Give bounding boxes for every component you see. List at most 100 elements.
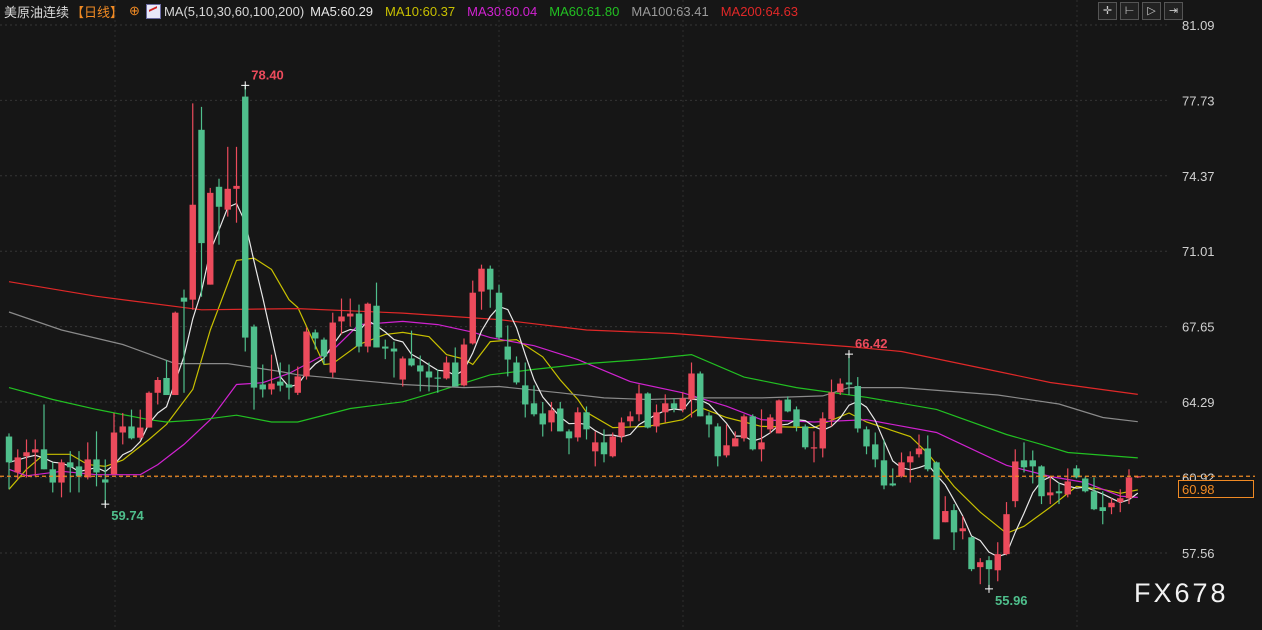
candle-body [758, 442, 765, 450]
candle-body [145, 392, 153, 428]
candle-body [294, 376, 301, 393]
candle-body [40, 449, 48, 470]
candle-body [58, 462, 65, 483]
candle-body [583, 412, 590, 430]
y-tick-label: 74.37 [1182, 169, 1215, 184]
ma30-value: MA30:60.04 [467, 3, 538, 19]
candle-body [1047, 492, 1054, 496]
candle-body [539, 413, 546, 425]
candle-body [478, 268, 485, 292]
candle-body [732, 438, 739, 447]
candle-body [1003, 514, 1010, 555]
y-tick-label: 64.29 [1182, 395, 1215, 410]
candle-body [767, 417, 774, 430]
candle-body [530, 403, 538, 415]
candle-body [102, 479, 109, 483]
candle-body [985, 560, 993, 570]
candle-body [399, 358, 406, 380]
candle-body [504, 346, 511, 360]
play-step-icon[interactable]: ▷ [1142, 2, 1161, 20]
candle-body [259, 384, 266, 390]
candle-body [854, 386, 861, 429]
ma-line-ma200 [8, 281, 1138, 395]
extreme-marker [101, 500, 110, 509]
candle-body [128, 426, 135, 439]
candle-body [635, 393, 643, 415]
candle-body [749, 416, 756, 450]
candle-body [268, 383, 275, 390]
candle-body [242, 96, 249, 338]
ma200-value: MA200:64.63 [720, 3, 799, 19]
candle-body [627, 416, 634, 422]
candle-body [250, 326, 258, 388]
candle-body [373, 305, 380, 348]
candle-body [872, 444, 879, 460]
y-tick-label: 57.56 [1182, 546, 1215, 561]
candle-body [285, 384, 293, 388]
candle-body [1038, 466, 1045, 497]
candle-body [574, 412, 581, 438]
candle-body [382, 346, 389, 349]
candle-body [180, 297, 188, 302]
candle-body [898, 462, 905, 477]
candle-body [137, 427, 144, 438]
candle-body [714, 426, 721, 457]
candle-body [233, 185, 240, 189]
candle-body [513, 362, 520, 383]
ma-params[interactable]: MA(5,10,30,60,100,200) [163, 3, 305, 19]
candle-body [837, 383, 844, 393]
period-label[interactable]: 【日线】 [71, 4, 124, 20]
candle-body [1090, 491, 1098, 510]
zoom-range-icon[interactable]: ⊢ [1120, 2, 1139, 20]
candle-body [1020, 460, 1028, 468]
candle-body [198, 129, 205, 244]
candle-body [338, 316, 345, 322]
candle-body [347, 313, 354, 317]
candle-body [1108, 502, 1115, 508]
candle-body [434, 377, 441, 379]
crosshair-target-icon[interactable]: ⊕ [129, 3, 140, 18]
candle-body [84, 459, 91, 478]
high-price-label: 66.42 [855, 336, 888, 351]
candle-body [810, 447, 818, 449]
candle-body [522, 385, 529, 405]
ma-indicator-icon[interactable] [145, 3, 161, 19]
candle-body [845, 382, 853, 385]
candle-body [1117, 498, 1124, 503]
candle-body [329, 322, 336, 373]
candle-body [1055, 491, 1063, 494]
high-price-label: 78.40 [251, 67, 284, 82]
candle-body [565, 431, 573, 439]
candle-body [1064, 481, 1071, 495]
extreme-marker [241, 81, 250, 90]
crosshair-icon[interactable]: ✛ [1098, 2, 1117, 20]
candle-body [705, 415, 713, 425]
candle-body [600, 442, 608, 455]
y-tick-label: 81.09 [1182, 18, 1215, 33]
candle-body [802, 426, 809, 448]
candle-body [950, 510, 958, 533]
candle-body [207, 192, 214, 285]
candle-body [793, 409, 800, 427]
low-price-label: 59.74 [111, 508, 144, 523]
candle-body [110, 432, 118, 475]
candle-body [75, 466, 83, 477]
candle-body [1099, 507, 1106, 512]
candle-body [784, 399, 791, 412]
candle-body [863, 429, 870, 447]
candle-body [688, 373, 695, 400]
candle-body [1082, 478, 1089, 492]
candle-body [1073, 468, 1080, 478]
candle-body [889, 483, 896, 486]
candle-body [23, 452, 30, 457]
candle-body [915, 448, 923, 455]
candle-body [487, 268, 494, 290]
candle-body [942, 511, 949, 523]
candle-body [408, 358, 415, 366]
candle-body [5, 436, 13, 463]
exit-icon[interactable]: ⇥ [1164, 2, 1183, 20]
candle-body [32, 449, 39, 453]
candle-body [1029, 460, 1036, 467]
candle-body [154, 379, 161, 393]
